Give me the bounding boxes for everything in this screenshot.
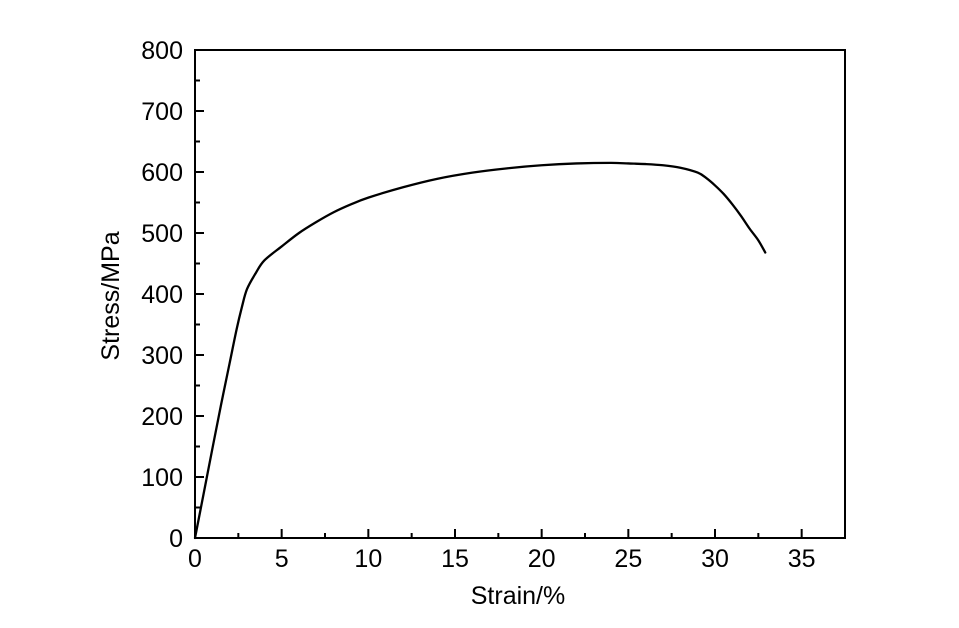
y-tick-label: 600	[141, 159, 183, 187]
stress-strain-curve	[193, 161, 767, 540]
x-tick-label: 5	[275, 545, 289, 573]
x-tick-label: 15	[441, 545, 469, 573]
plot-border	[194, 49, 846, 539]
y-tick-label: 200	[141, 403, 183, 431]
y-tick-label: 500	[141, 220, 183, 248]
x-axis-title: Strain/%	[471, 582, 565, 610]
x-tick-label: 25	[614, 545, 642, 573]
y-tick-label: 0	[169, 525, 183, 553]
x-tick-label: 30	[701, 545, 729, 573]
y-tick-label: 800	[141, 37, 183, 65]
y-tick-label: 400	[141, 281, 183, 309]
x-tick-label: 10	[354, 545, 382, 573]
x-tick-label: 0	[188, 545, 202, 573]
x-tick-label: 35	[788, 545, 816, 573]
x-tick-label: 20	[528, 545, 556, 573]
y-axis-title: Stress/MPa	[97, 231, 125, 360]
y-tick-label: 700	[141, 98, 183, 126]
y-tick-label: 100	[141, 464, 183, 492]
y-tick-label: 300	[141, 342, 183, 370]
